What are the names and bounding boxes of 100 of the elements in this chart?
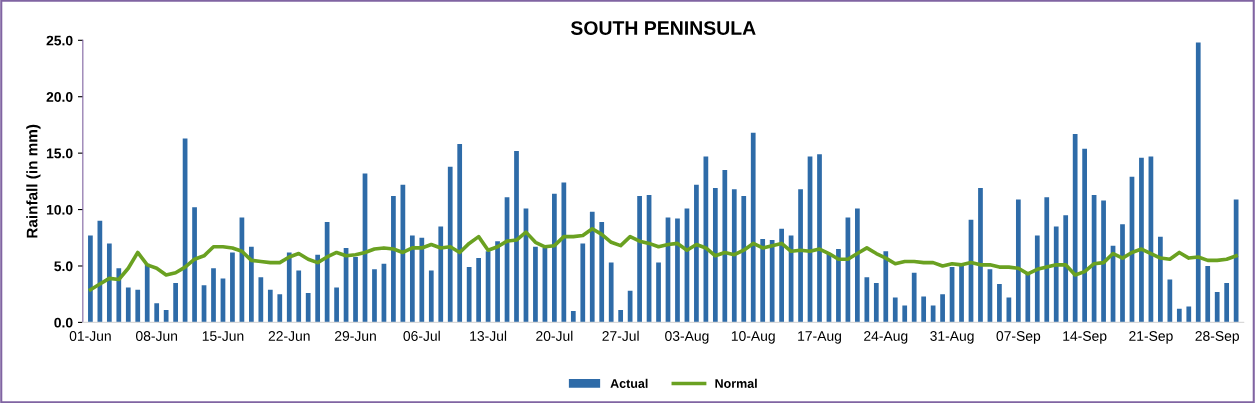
bar: [769, 240, 775, 323]
bar: [1158, 236, 1163, 323]
x-tick-label: 03-Aug: [665, 331, 709, 344]
y-tick-label: 15.0: [46, 148, 73, 159]
bar: [1053, 226, 1059, 323]
legend-label: Actual: [610, 378, 648, 388]
bar: [1205, 265, 1211, 323]
bar: [135, 289, 141, 323]
bar: [1101, 200, 1106, 323]
bar: [1214, 291, 1220, 323]
x-tick-label: 14-Sep: [1063, 331, 1107, 344]
bar: [883, 251, 889, 323]
chart-title: SOUTH PENINSULA: [570, 21, 756, 35]
bar: [722, 170, 728, 323]
bar: [230, 252, 235, 323]
bar: [144, 263, 150, 323]
bar: [533, 246, 538, 323]
bar: [1224, 282, 1230, 323]
bar: [249, 246, 254, 323]
x-tick-label: 17-Aug: [798, 331, 841, 344]
line-series: [88, 226, 1238, 292]
bar: [286, 252, 292, 323]
bar: [438, 226, 444, 323]
bar: [570, 311, 576, 323]
bar: [873, 282, 879, 323]
x-tick-label: 31-Aug: [930, 331, 974, 344]
y-tick-label: 0.0: [54, 317, 73, 328]
bar: [656, 262, 661, 323]
bar: [741, 196, 747, 323]
bar: [1063, 215, 1069, 323]
bar: [599, 221, 605, 323]
bar: [1015, 199, 1021, 323]
bar: [372, 269, 377, 323]
bar: [580, 243, 586, 323]
bar: [495, 241, 500, 323]
bar: [315, 254, 321, 323]
x-tick-label: 06-Jul: [403, 330, 440, 341]
x-tick-label: 29-Jun: [335, 331, 376, 341]
bar: [997, 284, 1002, 323]
bar: [798, 189, 803, 323]
bar: [391, 196, 396, 323]
bar: [978, 188, 983, 323]
bar: [637, 196, 642, 323]
bar: [1120, 224, 1125, 323]
bar: [731, 189, 737, 323]
bar: [608, 262, 614, 323]
bar: [514, 150, 519, 323]
bar: [334, 287, 339, 323]
x-tick-label: 27-Jul: [602, 330, 639, 341]
legend-label: Normal: [715, 378, 757, 388]
bar: [353, 256, 358, 323]
bar: [1176, 308, 1182, 323]
bar: [428, 270, 434, 323]
bar: [779, 228, 784, 323]
bar: [125, 287, 131, 323]
bar: [760, 238, 766, 323]
bar: [154, 303, 160, 323]
bar: [892, 297, 898, 323]
x-tick-label: 24-Aug: [864, 331, 908, 344]
bar: [277, 294, 283, 323]
x-tick-label: 21-Sep: [1129, 331, 1173, 344]
bar: [1195, 42, 1201, 323]
y-tick-label: 5.0: [54, 261, 73, 272]
bar: [712, 188, 718, 323]
bar: [457, 144, 463, 323]
bar: [855, 208, 860, 323]
bar: [817, 154, 822, 323]
x-tick-label: 20-Jul: [536, 330, 573, 341]
x-tick-label: 07-Sep: [996, 331, 1041, 344]
bar: [589, 211, 595, 323]
bar: [116, 268, 122, 323]
x-tick-label: 13-Jul: [470, 330, 507, 341]
bar: [192, 207, 197, 323]
bar: [88, 235, 93, 323]
bar: [1082, 148, 1087, 323]
bar: [211, 268, 216, 323]
bar: [409, 235, 415, 323]
bar: [694, 184, 699, 323]
bar: [447, 166, 453, 323]
bar: [1186, 306, 1192, 323]
x-tick-label: 22-Jun: [268, 331, 310, 341]
bar: [106, 243, 112, 323]
bar: [836, 249, 841, 323]
bar: [1072, 133, 1078, 323]
y-tick-label: 20.0: [46, 92, 73, 102]
bar: [675, 218, 680, 323]
x-tick-label: 10-Aug: [731, 331, 775, 344]
x-tick-label: 28-Sep: [1195, 331, 1239, 344]
bar: [940, 294, 945, 323]
bar: [864, 277, 870, 323]
bar: [258, 277, 264, 323]
x-tick-label: 15-Jun: [202, 331, 244, 341]
bar: [911, 272, 917, 323]
bar: [305, 293, 311, 323]
bar: [921, 296, 927, 323]
bar: [1025, 272, 1031, 323]
bar: [561, 182, 567, 323]
bar: [1034, 235, 1040, 323]
bar: [959, 263, 964, 323]
bar: [296, 270, 302, 323]
